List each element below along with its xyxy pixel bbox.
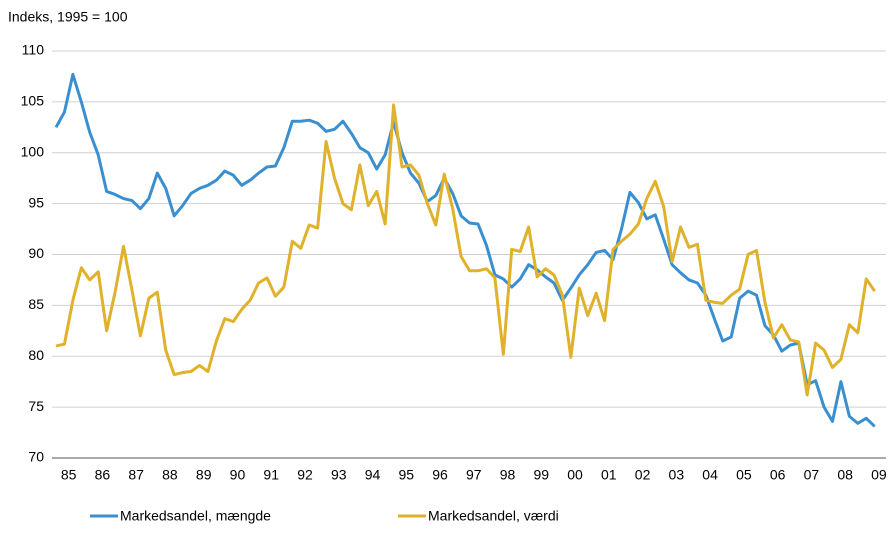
y-tick-label: 105 xyxy=(21,93,45,109)
x-tick-label: 91 xyxy=(263,467,279,483)
x-tick-label: 03 xyxy=(669,467,685,483)
x-tick-label: 86 xyxy=(95,467,111,483)
x-tick-label: 88 xyxy=(162,467,178,483)
y-tick-label: 75 xyxy=(28,398,44,414)
x-tick-label: 97 xyxy=(466,467,482,483)
x-tick-label: 04 xyxy=(702,467,718,483)
x-tick-label: 92 xyxy=(297,467,313,483)
y-tick-label: 85 xyxy=(28,296,44,312)
x-tick-label: 05 xyxy=(736,467,752,483)
x-tick-label: 01 xyxy=(601,467,617,483)
y-tick-label: 80 xyxy=(28,347,44,363)
y-tick-label: 90 xyxy=(28,245,44,261)
y-axis-title: Indeks, 1995 = 100 xyxy=(8,9,128,25)
y-tick-label: 70 xyxy=(28,449,44,465)
x-tick-label: 06 xyxy=(770,467,786,483)
data-line xyxy=(54,72,876,428)
x-tick-label: 08 xyxy=(837,467,853,483)
x-tick-label: 98 xyxy=(500,467,516,483)
data-line xyxy=(55,103,876,397)
x-tick-label: 94 xyxy=(365,467,381,483)
y-tick-label: 95 xyxy=(28,194,44,210)
x-tick-label: 99 xyxy=(534,467,550,483)
x-tick-label: 09 xyxy=(871,467,887,483)
y-tick-label: 110 xyxy=(22,42,45,58)
x-tick-label: 93 xyxy=(331,467,347,483)
x-tick-label: 00 xyxy=(567,467,583,483)
x-tick-label: 95 xyxy=(398,467,414,483)
x-tick-label: 07 xyxy=(804,467,820,483)
legend-label: Markedsandel, værdi xyxy=(428,508,559,524)
legend-label: Markedsandel, mængde xyxy=(120,508,271,524)
x-tick-label: 90 xyxy=(230,467,246,483)
x-tick-label: 85 xyxy=(61,467,77,483)
x-tick-label: 02 xyxy=(635,467,651,483)
x-tick-label: 89 xyxy=(196,467,212,483)
y-tick-label: 100 xyxy=(21,143,45,159)
x-tick-label: 87 xyxy=(128,467,144,483)
x-tick-label: 96 xyxy=(432,467,448,483)
